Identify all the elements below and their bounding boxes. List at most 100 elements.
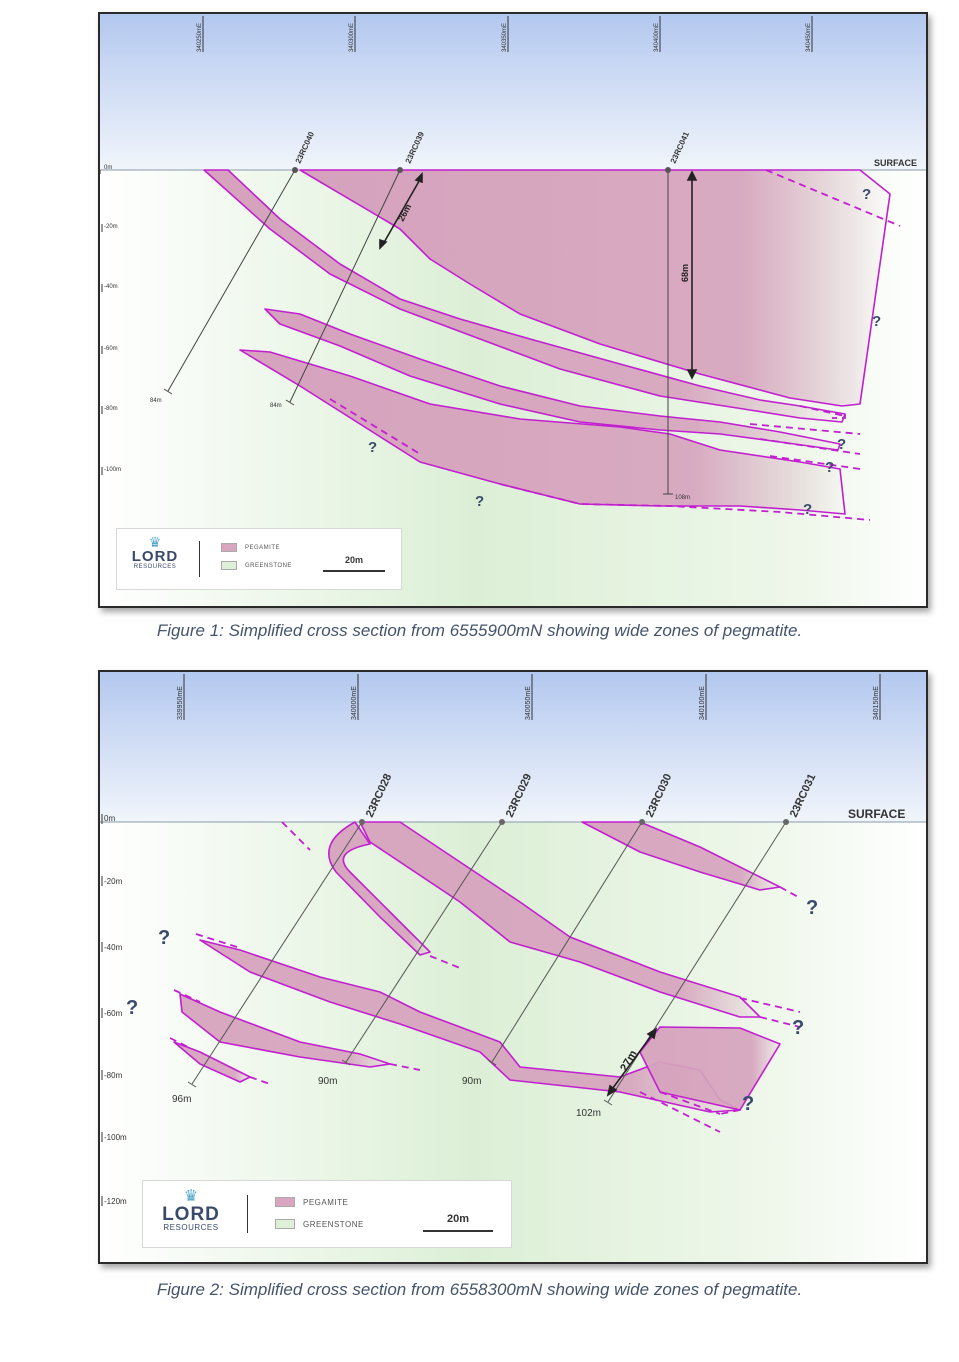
unknown-marker: ?: [825, 459, 834, 476]
extrapolated-boundary: [639, 1091, 721, 1133]
pegmatite-middle-vein: [264, 308, 841, 451]
legend-label: GREENSTONE: [245, 562, 292, 569]
cross-section-figure-2: 339950mE 340000mE 340050mE 340100mE 3401…: [98, 670, 928, 1264]
easting-ticks: [183, 674, 881, 720]
scale-bar-line: [423, 1230, 493, 1232]
depth-ticks: [100, 170, 103, 475]
easting-label: 340350mE: [502, 23, 508, 52]
logo-subtitle: RESOURCES: [163, 1223, 219, 1232]
surface-label: SURFACE: [848, 807, 905, 821]
hole-end-depth: 108m: [675, 495, 690, 501]
extrapolated-boundary: [429, 955, 461, 969]
width-arrow-27m: [609, 1031, 655, 1093]
depth-label: -20m: [104, 877, 123, 886]
figure-1-caption: Figure 1: Simplified cross section from …: [156, 621, 803, 640]
logo-word: LORD: [131, 548, 179, 565]
scale-label: 20m: [446, 1213, 470, 1225]
hole-end-depth: 84m: [150, 398, 162, 404]
extrapolated-boundary: [759, 438, 861, 455]
cross-section-figure-1: 340250mE 340300mE 340350mE 340400mE 3404…: [98, 12, 928, 608]
sky: [100, 14, 926, 170]
extrapolated-boundary: [832, 414, 846, 419]
pegmatite-lower-vein: [179, 993, 391, 1068]
depth-label: -60m: [104, 1009, 123, 1018]
pegmatite-swatch: [275, 1197, 295, 1207]
width-label: 68m: [680, 264, 690, 282]
greenstone-swatch: [275, 1219, 295, 1229]
easting-label: 340300mE: [349, 23, 355, 52]
collar-23RC040: [292, 167, 298, 173]
unknown-marker: ?: [475, 493, 484, 510]
lord-resources-logo: ♛ LORD RESOURCES: [153, 1189, 229, 1232]
extrapolated-boundary: [779, 886, 801, 899]
extrapolated-boundary: [249, 1076, 271, 1085]
unknown-marker: ?: [872, 313, 881, 330]
depth-label: -40m: [104, 284, 118, 290]
drill-hole-end-tick: [487, 1059, 497, 1066]
legend: ♛ LORD RESOURCES PEGAMITE GREENSTONE 20m: [142, 1180, 512, 1248]
unknown-marker: ?: [742, 1093, 754, 1115]
easting-label: 339950mE: [177, 686, 184, 720]
scale-bar: 20m: [323, 555, 385, 572]
pegmatite-lower-body: [239, 349, 846, 515]
lord-resources-logo: ♛ LORD RESOURCES: [123, 535, 187, 570]
extrapolated-boundary: [799, 405, 846, 417]
hole-end-depth: 102m: [576, 1108, 601, 1119]
crown-icon: ♛: [148, 534, 162, 550]
figure-2-caption: Figure 2: Simplified cross section from …: [156, 1280, 803, 1299]
legend-label: GREENSTONE: [303, 1219, 364, 1229]
extrapolated-boundary: [195, 933, 241, 949]
pegmatite-small-lens: [173, 1041, 251, 1083]
unknown-marker: ?: [158, 927, 170, 949]
hole-end-depth: 90m: [462, 1076, 481, 1087]
unknown-marker: ?: [806, 897, 818, 919]
logo-word: LORD: [162, 1204, 220, 1225]
collar-23RC041: [665, 167, 671, 173]
extrapolated-boundary: [765, 169, 901, 227]
legend-divider: [199, 541, 200, 577]
unknown-marker: ?: [803, 501, 812, 518]
easting-label: 340250mE: [197, 23, 203, 52]
depth-label: -20m: [104, 224, 118, 230]
drill-hole-23RC030: [491, 821, 643, 1063]
scale-bar: 20m: [423, 1213, 493, 1232]
collar-23RC028: [359, 819, 365, 825]
unknown-marker: ?: [368, 439, 377, 456]
hole-end-depth: 96m: [172, 1094, 191, 1105]
extrapolated-boundary: [173, 989, 201, 1003]
easting-label: 340400mE: [654, 23, 660, 52]
pegmatite-upper-vein: [203, 169, 846, 423]
drill-hole-end-tick: [341, 1059, 351, 1066]
drill-hole-end-tick: [603, 1099, 613, 1106]
extrapolated-boundary: [169, 1037, 191, 1049]
depth-label: -60m: [104, 346, 118, 352]
legend-label: PEGAMITE: [245, 544, 281, 551]
easting-label: 340050mE: [525, 686, 532, 720]
depth-label: -100m: [104, 1133, 127, 1142]
legend-item-pegmatite: PEGAMITE: [275, 1197, 348, 1207]
unknown-marker: ?: [792, 1017, 804, 1039]
drill-hole-end-tick: [163, 388, 173, 395]
extrapolated-boundary: [389, 1063, 421, 1071]
cross-section-1-drawing: 340250mE 340300mE 340350mE 340400mE 3404…: [100, 14, 926, 606]
legend-item-pegmatite: PEGAMITE: [221, 543, 280, 552]
extrapolated-boundary: [281, 821, 311, 851]
cross-section-2-drawing: 339950mE 340000mE 340050mE 340100mE 3401…: [100, 672, 926, 1262]
legend-item-greenstone: GREENSTONE: [221, 561, 292, 570]
collar-23RC030: [639, 819, 645, 825]
collar-23RC029: [499, 819, 505, 825]
sky: [100, 672, 926, 822]
extrapolated-boundary: [329, 398, 421, 455]
extrapolated-boundary: [719, 1109, 741, 1115]
depth-label: -40m: [104, 943, 123, 952]
easting-label: 340100mE: [699, 686, 706, 720]
surface-label: SURFACE: [874, 158, 917, 168]
extrapolated-boundary: [499, 483, 871, 521]
extrapolated-boundary: [659, 1091, 721, 1115]
pegmatite-swatch: [221, 543, 237, 552]
unknown-marker: ?: [837, 436, 846, 453]
legend-label: PEGAMITE: [303, 1197, 349, 1207]
greenstone-swatch: [221, 561, 237, 570]
depth-label: -80m: [104, 1071, 123, 1080]
hole-end-depth: 90m: [318, 1076, 337, 1087]
